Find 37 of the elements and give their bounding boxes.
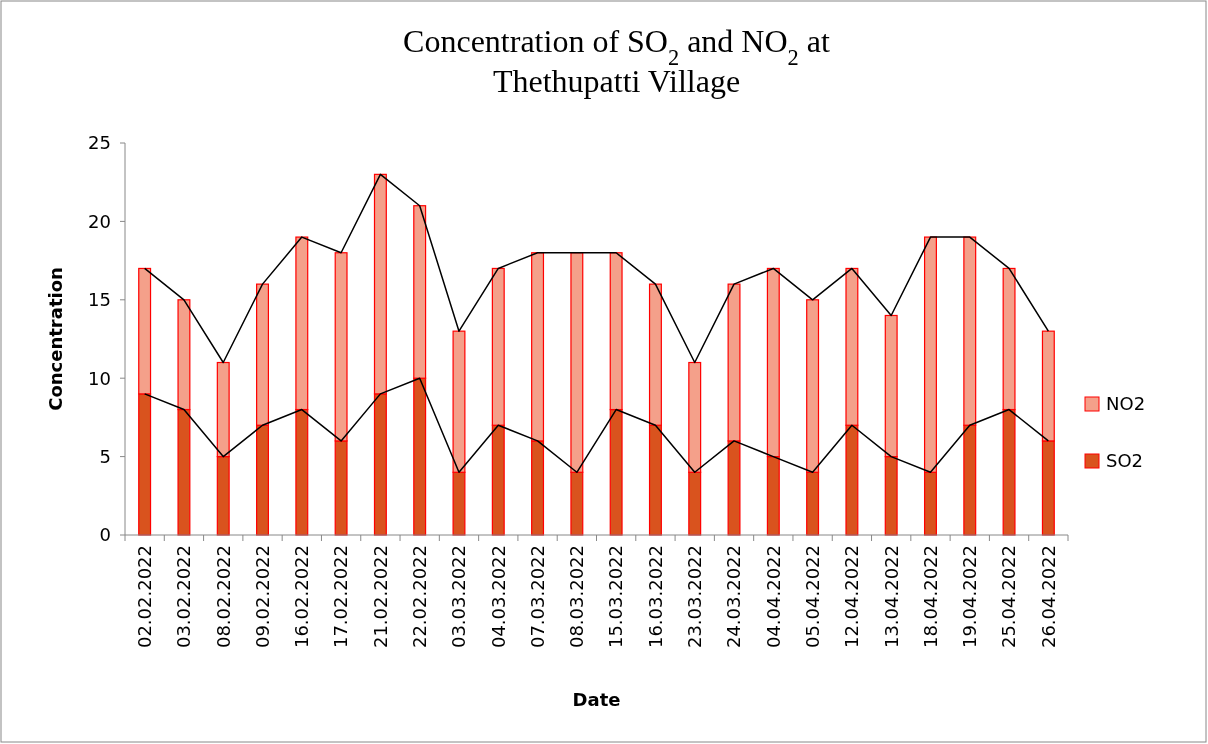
x-tick-label: 04.04.2022 xyxy=(762,545,784,649)
x-tick-label: 18.04.2022 xyxy=(919,545,941,649)
x-tick-label: 25.04.2022 xyxy=(998,545,1020,649)
x-tick-label: 08.02.2022 xyxy=(212,545,234,649)
legend-label: NO2 xyxy=(1106,393,1146,415)
x-tick-label: 22.02.2022 xyxy=(408,545,430,649)
legend-label: SO2 xyxy=(1106,450,1144,472)
y-tick-label: 10 xyxy=(88,367,111,389)
x-tick-label: 05.04.2022 xyxy=(801,545,823,649)
x-tick-label: 19.04.2022 xyxy=(959,545,981,649)
x-tick-label: 07.03.2022 xyxy=(526,545,548,649)
y-tick-label: 0 xyxy=(99,524,111,546)
y-tick-label: 15 xyxy=(88,289,111,311)
x-tick-label: 02.02.2022 xyxy=(133,545,155,649)
x-tick-label: 21.02.2022 xyxy=(369,545,391,649)
line-series xyxy=(143,173,1050,364)
x-tick-label: 24.03.2022 xyxy=(723,545,745,649)
x-tick-label: 23.03.2022 xyxy=(684,545,706,649)
y-tick-label: 5 xyxy=(99,445,111,467)
x-tick-label: 08.03.2022 xyxy=(566,545,588,649)
x-tick-label: 26.04.2022 xyxy=(1037,545,1059,649)
x-tick-label: 13.04.2022 xyxy=(880,545,902,649)
chart-title: Concentration of SO$_{2}$ and NO$_{2}$ at Thethupatti Village xyxy=(403,23,830,99)
x-tick-label: 12.04.2022 xyxy=(841,545,863,649)
x-tick-label: 09.02.2022 xyxy=(251,545,273,649)
y-tick-label: 20 xyxy=(88,210,111,232)
y-tick-label: 25 xyxy=(88,132,111,154)
x-tick-label: 04.03.2022 xyxy=(487,545,509,649)
x-tick-label: 17.02.2022 xyxy=(330,545,352,649)
y-axis-title: Concentration xyxy=(45,267,66,411)
x-tick-label: 16.02.2022 xyxy=(291,545,313,649)
x-tick-label: 16.03.2022 xyxy=(644,545,666,649)
x-tick-label: 03.03.2022 xyxy=(448,545,470,649)
x-tick-label: 03.02.2022 xyxy=(173,545,195,649)
x-axis-title: Date xyxy=(572,689,621,710)
x-tick-label: 15.03.2022 xyxy=(605,545,627,649)
line-series xyxy=(143,377,1050,474)
